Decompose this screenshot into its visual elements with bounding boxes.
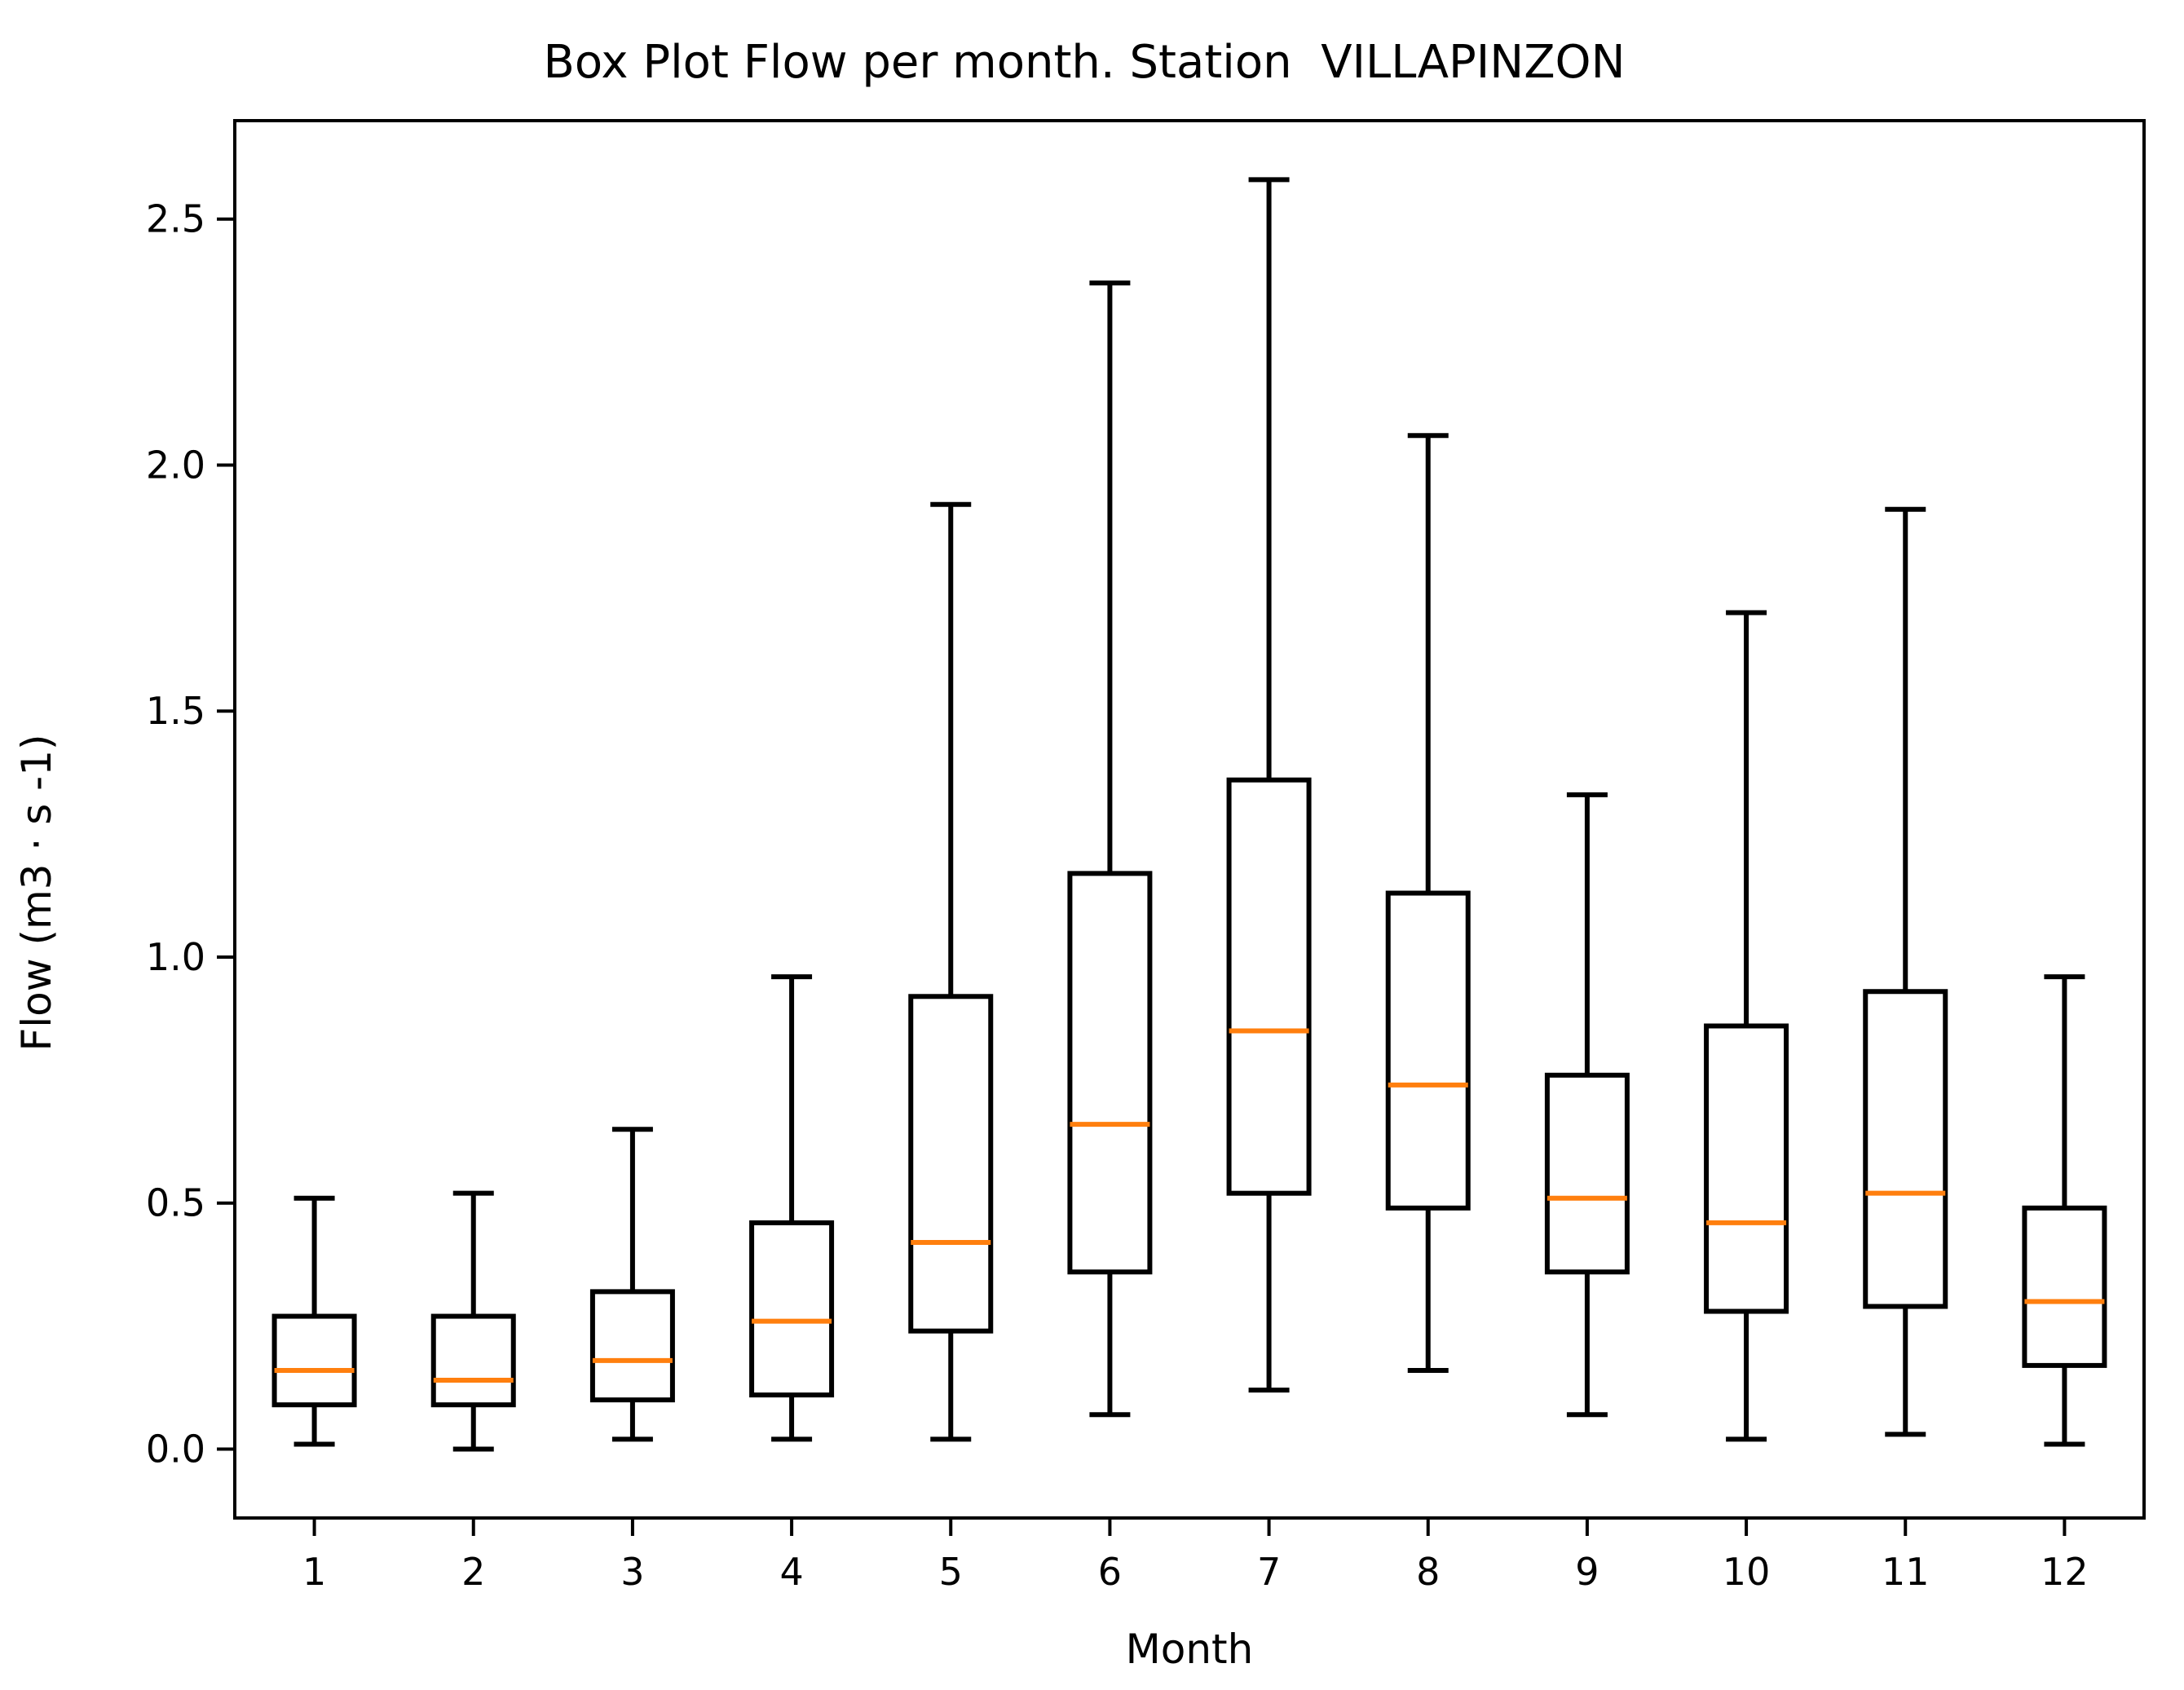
iqr-box — [749, 1220, 835, 1398]
x-tick-label: 3 — [620, 1550, 644, 1594]
iqr-box — [1863, 989, 1948, 1309]
iqr-box — [271, 1313, 357, 1408]
x-tick-label: 12 — [2041, 1550, 2089, 1594]
x-tick-label: 10 — [1723, 1550, 1771, 1594]
plot-border — [233, 119, 2146, 1520]
boxplot-month-4 — [749, 974, 835, 1442]
boxplot-month-11 — [1863, 506, 1948, 1437]
y-tick-label: 1.5 — [146, 689, 205, 733]
boxplot-month-9 — [1544, 792, 1630, 1418]
y-tick-label: 2.5 — [146, 197, 205, 241]
x-tick-label: 5 — [939, 1550, 963, 1594]
boxplot-month-6 — [1067, 280, 1153, 1418]
iqr-box — [1544, 1072, 1630, 1275]
chart-title: Box Plot Flow per month. Station VILLAPI… — [543, 36, 1625, 89]
boxplot-month-1 — [271, 1195, 357, 1447]
iqr-box — [1226, 777, 1312, 1196]
boxplot-month-10 — [1704, 610, 1789, 1442]
iqr-box — [1385, 890, 1471, 1211]
x-tick-label: 9 — [1575, 1550, 1599, 1594]
iqr-box — [1704, 1023, 1789, 1314]
boxplot-month-7 — [1226, 177, 1312, 1393]
boxplot-month-12 — [2022, 974, 2107, 1447]
x-tick-label: 4 — [779, 1550, 803, 1594]
x-tick-label: 11 — [1882, 1550, 1930, 1594]
iqr-box — [430, 1313, 516, 1408]
y-tick-label: 0.5 — [146, 1181, 205, 1225]
x-tick-label: 6 — [1098, 1550, 1122, 1594]
x-axis-label: Month — [1126, 1626, 1254, 1673]
iqr-box — [908, 994, 994, 1334]
y-tick-label: 2.0 — [146, 443, 205, 487]
x-tick-label: 7 — [1257, 1550, 1281, 1594]
x-tick-label: 8 — [1416, 1550, 1440, 1594]
y-axis-label: Flow (m3 · s -1) — [13, 734, 60, 1051]
boxplot-month-8 — [1385, 433, 1471, 1373]
boxplot-month-3 — [589, 1127, 675, 1442]
x-tick-label: 1 — [302, 1550, 326, 1594]
plot-area: 0.00.51.01.52.02.51 2 3 4 5 6 7 8 9 10 11 12 — [146, 119, 2146, 1594]
iqr-box — [1067, 871, 1153, 1275]
boxplot-month-5 — [908, 501, 994, 1442]
boxplot-month-2 — [430, 1190, 516, 1452]
iqr-box — [589, 1289, 675, 1403]
iqr-box — [2022, 1205, 2107, 1368]
y-tick-label: 0.0 — [146, 1427, 205, 1472]
x-tick-label: 2 — [461, 1550, 485, 1594]
y-tick-label: 1.0 — [146, 935, 205, 979]
